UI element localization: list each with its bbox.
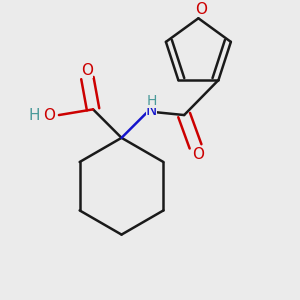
Text: H: H (146, 94, 157, 108)
Text: N: N (146, 103, 157, 118)
Text: O: O (43, 108, 55, 123)
Text: O: O (195, 2, 207, 17)
Text: O: O (81, 63, 93, 78)
Text: O: O (192, 147, 204, 162)
Text: H: H (29, 108, 40, 123)
